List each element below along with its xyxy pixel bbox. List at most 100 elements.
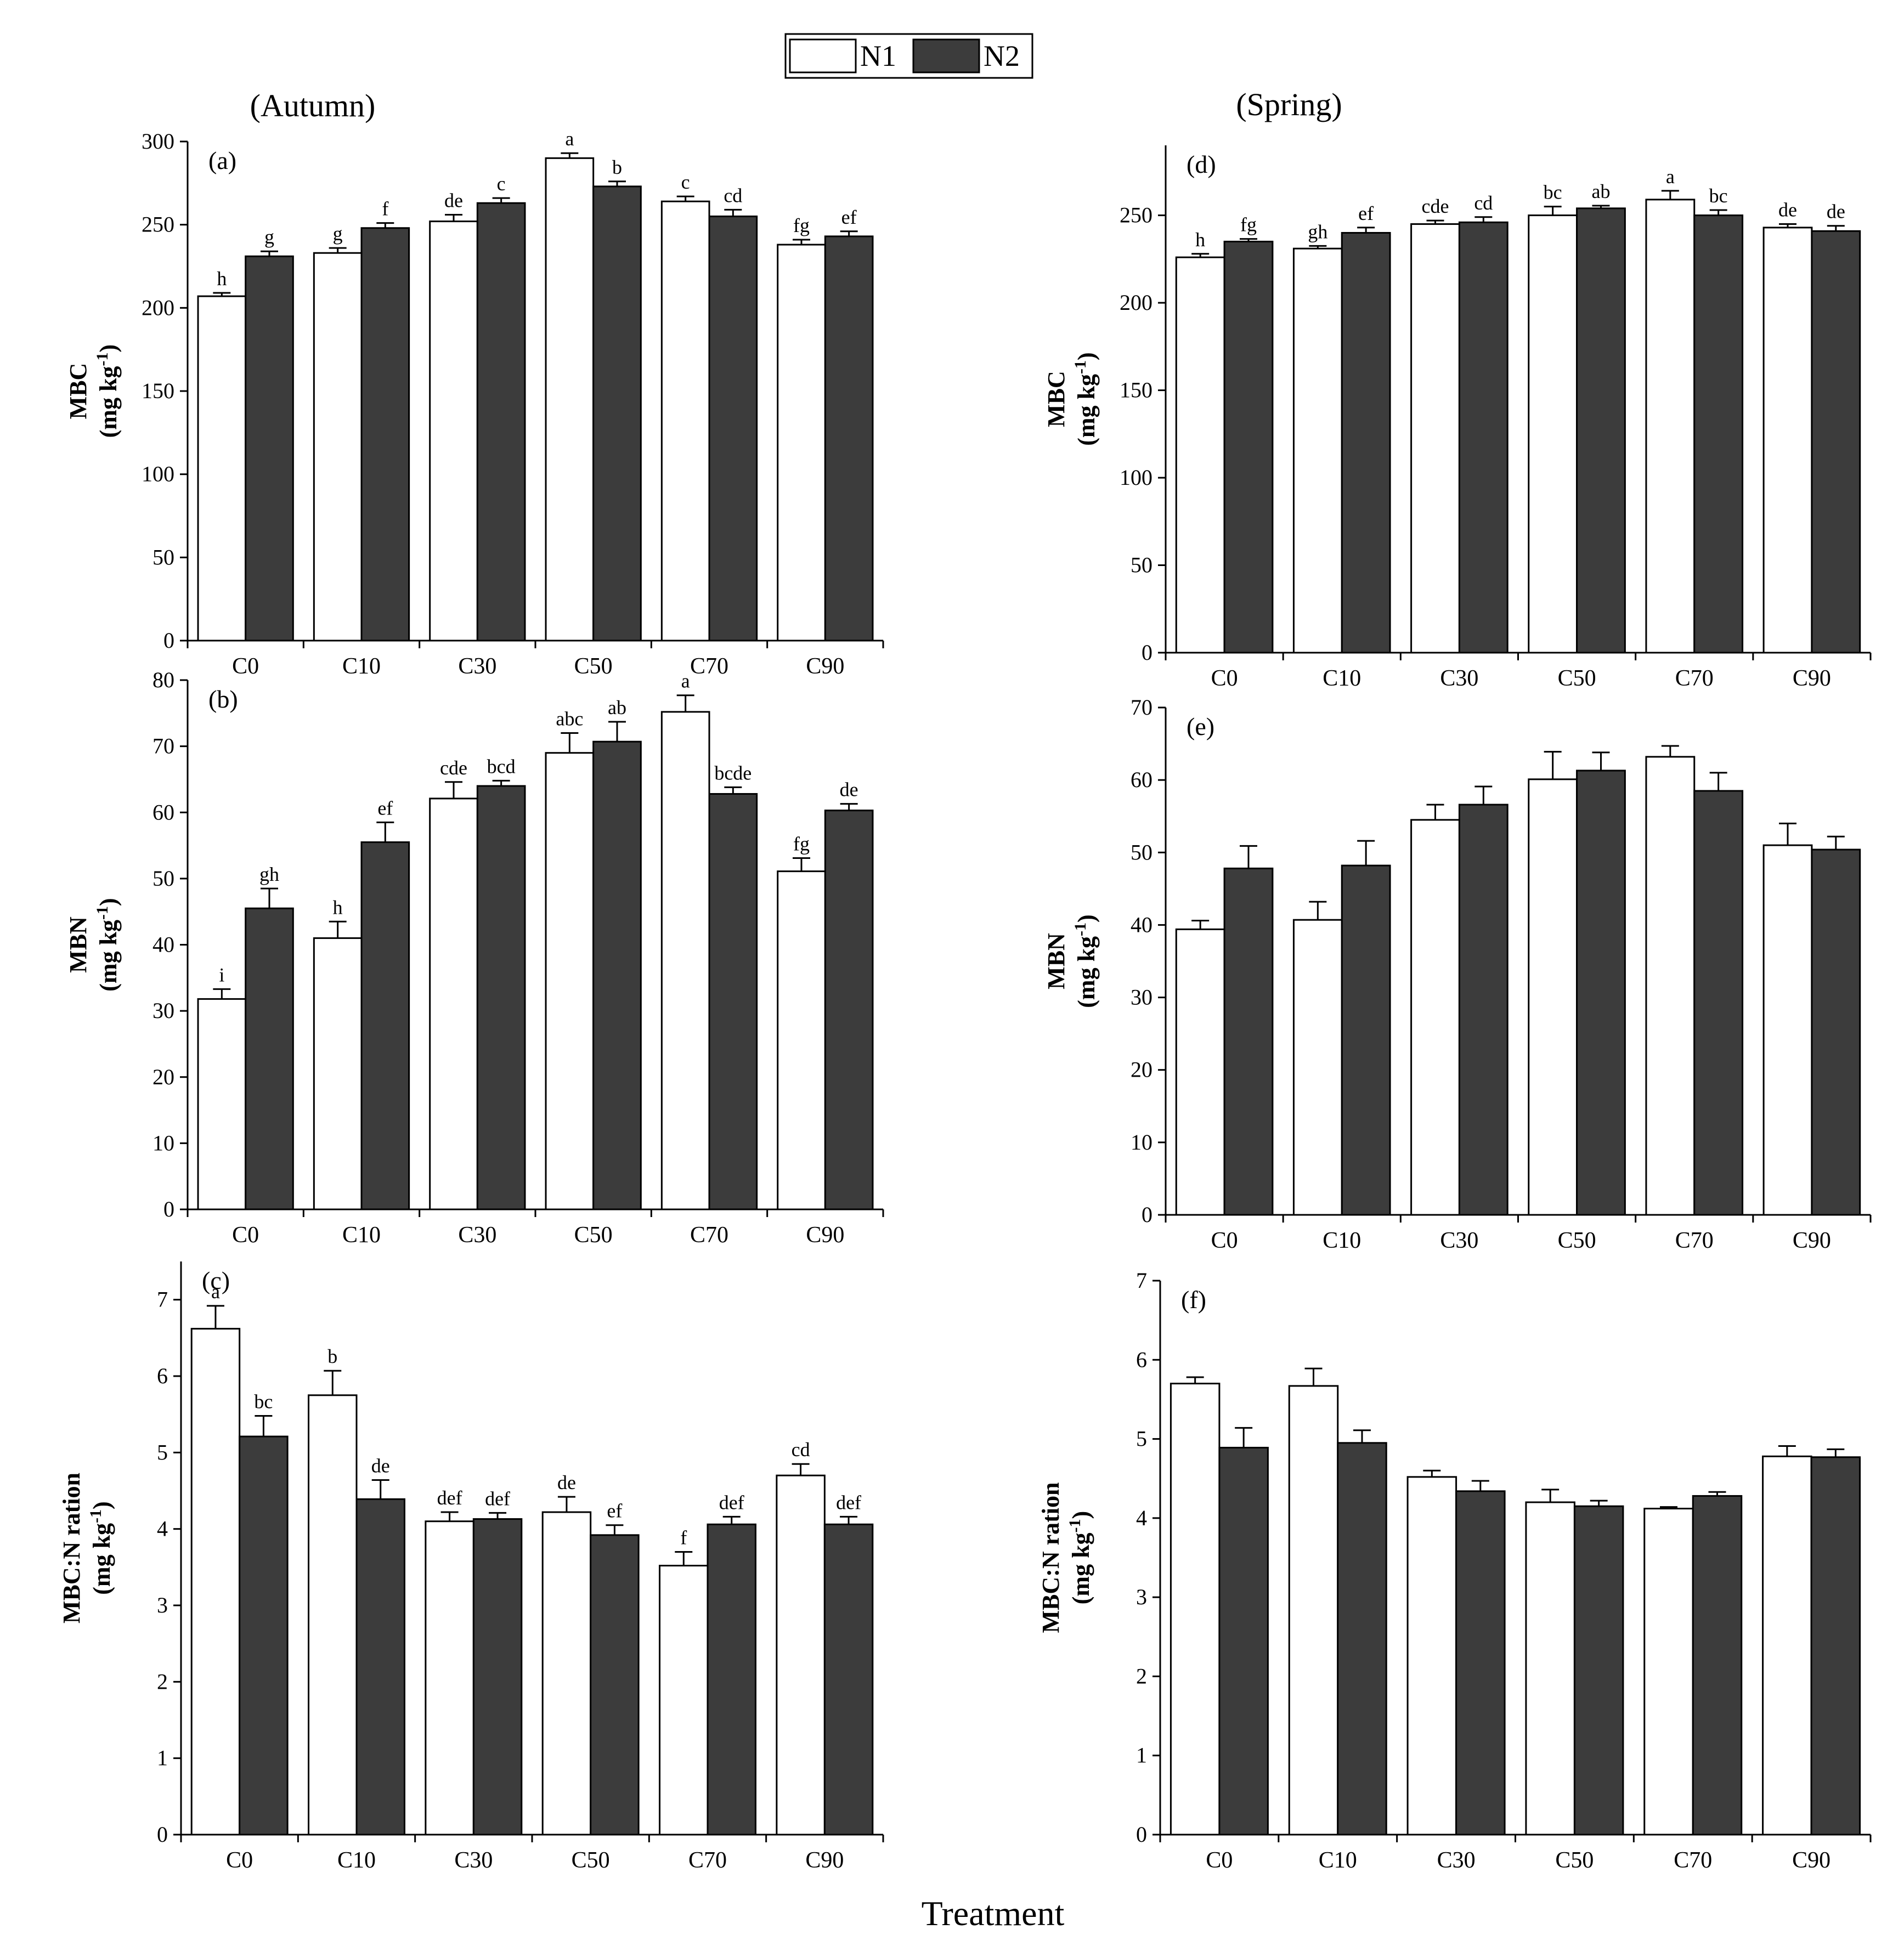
bar-n2-c30 bbox=[1458, 221, 1508, 654]
y-tick-label: 0 bbox=[1142, 640, 1152, 665]
significance-letter: de bbox=[371, 1455, 390, 1476]
y-tick-label: 40 bbox=[1131, 912, 1152, 937]
bar-n2-c70 bbox=[1693, 790, 1744, 1216]
x-tick-label: C90 bbox=[1793, 1228, 1831, 1253]
y-tick-label: 1 bbox=[1136, 1743, 1147, 1768]
y-tick-label: 0 bbox=[157, 1822, 168, 1847]
bar-n2-c70 bbox=[707, 1523, 756, 1836]
bar-n1-c90 bbox=[1762, 844, 1813, 1216]
bar-n1-c70 bbox=[1643, 1508, 1694, 1836]
y-tick-label: 0 bbox=[163, 628, 174, 653]
significance-letter: fg bbox=[1240, 214, 1257, 236]
y-tick-label: 50 bbox=[152, 545, 174, 569]
panel-d-spring-mbc: 0 50 100 150 200 250 C0 h fg C10 gh ef C30 cde cd C50 bc… bbox=[1043, 145, 1872, 691]
y-axis-unit: (mg kg-1) bbox=[1071, 914, 1100, 1008]
significance-letter: h bbox=[1195, 229, 1205, 251]
bar-n2-c90 bbox=[1810, 1456, 1861, 1836]
x-tick-label: C0 bbox=[1211, 666, 1238, 691]
bar-n2-c50 bbox=[1573, 1505, 1624, 1836]
y-tick-label: 20 bbox=[152, 1065, 174, 1089]
x-tick-label: C70 bbox=[690, 654, 728, 679]
bar-n2-c10 bbox=[360, 841, 410, 1210]
bar-n2-c30 bbox=[1455, 1490, 1506, 1836]
panel-e-spring-mbn: 0 10 20 30 40 50 60 70 C0 C10 C30 C50 C70 C90 (e) MBN (m… bbox=[1043, 695, 1872, 1253]
significance-letter: cd bbox=[1474, 192, 1493, 214]
significance-letter: f bbox=[680, 1526, 687, 1548]
x-tick-label: C90 bbox=[1792, 1848, 1830, 1873]
significance-letter: h bbox=[333, 896, 343, 918]
bar-n2-c10 bbox=[360, 227, 410, 642]
significance-letter: ab bbox=[608, 697, 626, 718]
x-tick-label: C50 bbox=[1558, 666, 1596, 691]
x-tick-label: C70 bbox=[1675, 1228, 1714, 1253]
y-tick-label: 3 bbox=[1136, 1585, 1147, 1609]
significance-letter: cd bbox=[724, 184, 742, 206]
significance-letter: cde bbox=[1422, 195, 1449, 217]
bar-n1-c0 bbox=[1169, 1383, 1221, 1836]
bar-n1-c30 bbox=[1410, 819, 1460, 1216]
significance-letter: gh bbox=[259, 863, 279, 885]
y-tick-label: 60 bbox=[1131, 767, 1152, 792]
x-tick-label: C10 bbox=[342, 654, 381, 679]
season-title-spring: (Spring) bbox=[1236, 87, 1342, 122]
x-tick-label: C30 bbox=[454, 1848, 493, 1873]
panel-label: (f) bbox=[1181, 1286, 1206, 1314]
y-axis-unit: (mg kg-1) bbox=[93, 898, 122, 991]
bar-n1-c70 bbox=[660, 200, 710, 642]
y-tick-label: 1 bbox=[157, 1746, 168, 1770]
significance-letter: c bbox=[681, 171, 690, 193]
x-tick-label: C10 bbox=[1323, 666, 1361, 691]
bar-n1-c70 bbox=[1645, 199, 1696, 654]
bar-n1-c30 bbox=[1410, 223, 1460, 654]
bar-n1-c0 bbox=[197, 998, 247, 1210]
significance-letter: ab bbox=[1591, 180, 1610, 202]
x-tick-label: C50 bbox=[1555, 1848, 1594, 1873]
bar-n1-c10 bbox=[1292, 247, 1343, 654]
x-tick-label: C0 bbox=[232, 1223, 259, 1248]
y-tick-label: 7 bbox=[1136, 1268, 1147, 1293]
y-tick-label: 5 bbox=[1136, 1427, 1147, 1451]
x-tick-label: C30 bbox=[1440, 666, 1478, 691]
x-tick-label: C0 bbox=[1211, 1228, 1238, 1253]
x-tick-label: C90 bbox=[806, 1223, 844, 1248]
x-tick-label: C90 bbox=[1793, 666, 1831, 691]
x-tick-label: C50 bbox=[574, 1223, 613, 1248]
x-tick-label: C50 bbox=[1558, 1228, 1596, 1253]
panel-a-autumn-mbc: 0 50 100 150 200 250 300 C0 h g C10 g f C30 de c C50 a b C7… bbox=[65, 128, 884, 679]
y-axis-label: MBN bbox=[1043, 933, 1070, 989]
y-tick-label: 0 bbox=[1142, 1202, 1152, 1227]
bar-n2-c10 bbox=[1341, 864, 1391, 1216]
x-tick-label: C70 bbox=[1674, 1848, 1712, 1873]
significance-letter: h bbox=[217, 268, 227, 290]
x-tick-label: C30 bbox=[1437, 1848, 1476, 1873]
y-axis-unit: (mg kg-1) bbox=[93, 344, 122, 438]
bar-n1-c10 bbox=[1292, 919, 1343, 1216]
significance-letter: cd bbox=[792, 1439, 810, 1461]
y-tick-label: 250 bbox=[1120, 203, 1152, 228]
significance-letter: cde bbox=[440, 757, 467, 779]
significance-letter: ef bbox=[1358, 202, 1374, 224]
x-tick-label: C30 bbox=[1440, 1228, 1478, 1253]
significance-letter: def bbox=[836, 1491, 861, 1513]
significance-letter: b bbox=[612, 156, 622, 178]
x-tick-label: C10 bbox=[342, 1223, 381, 1248]
season-title-autumn: (Autumn) bbox=[250, 88, 376, 123]
y-axis-label: MBC:N ration bbox=[1037, 1483, 1064, 1633]
y-tick-label: 50 bbox=[1131, 840, 1152, 864]
x-tick-label: C50 bbox=[572, 1848, 610, 1873]
y-axis-unit: (mg kg-1) bbox=[87, 1501, 115, 1594]
y-axis-label: MBC:N ration bbox=[58, 1473, 85, 1623]
x-tick-label: C10 bbox=[1319, 1848, 1357, 1873]
bar-n2-c70 bbox=[708, 216, 758, 642]
significance-letter: de bbox=[557, 1472, 576, 1493]
significance-letter: ef bbox=[841, 206, 857, 228]
bar-n1-c50 bbox=[541, 1511, 592, 1836]
bar-n2-c30 bbox=[476, 202, 526, 642]
bar-n1-c70 bbox=[1645, 756, 1696, 1216]
bar-n1-c30 bbox=[429, 220, 478, 642]
y-tick-label: 7 bbox=[157, 1287, 168, 1312]
bar-n1-c0 bbox=[190, 1328, 241, 1836]
bar-n2-c30 bbox=[472, 1518, 523, 1836]
bar-n2-c70 bbox=[1693, 214, 1744, 654]
significance-letter: def bbox=[719, 1491, 744, 1513]
